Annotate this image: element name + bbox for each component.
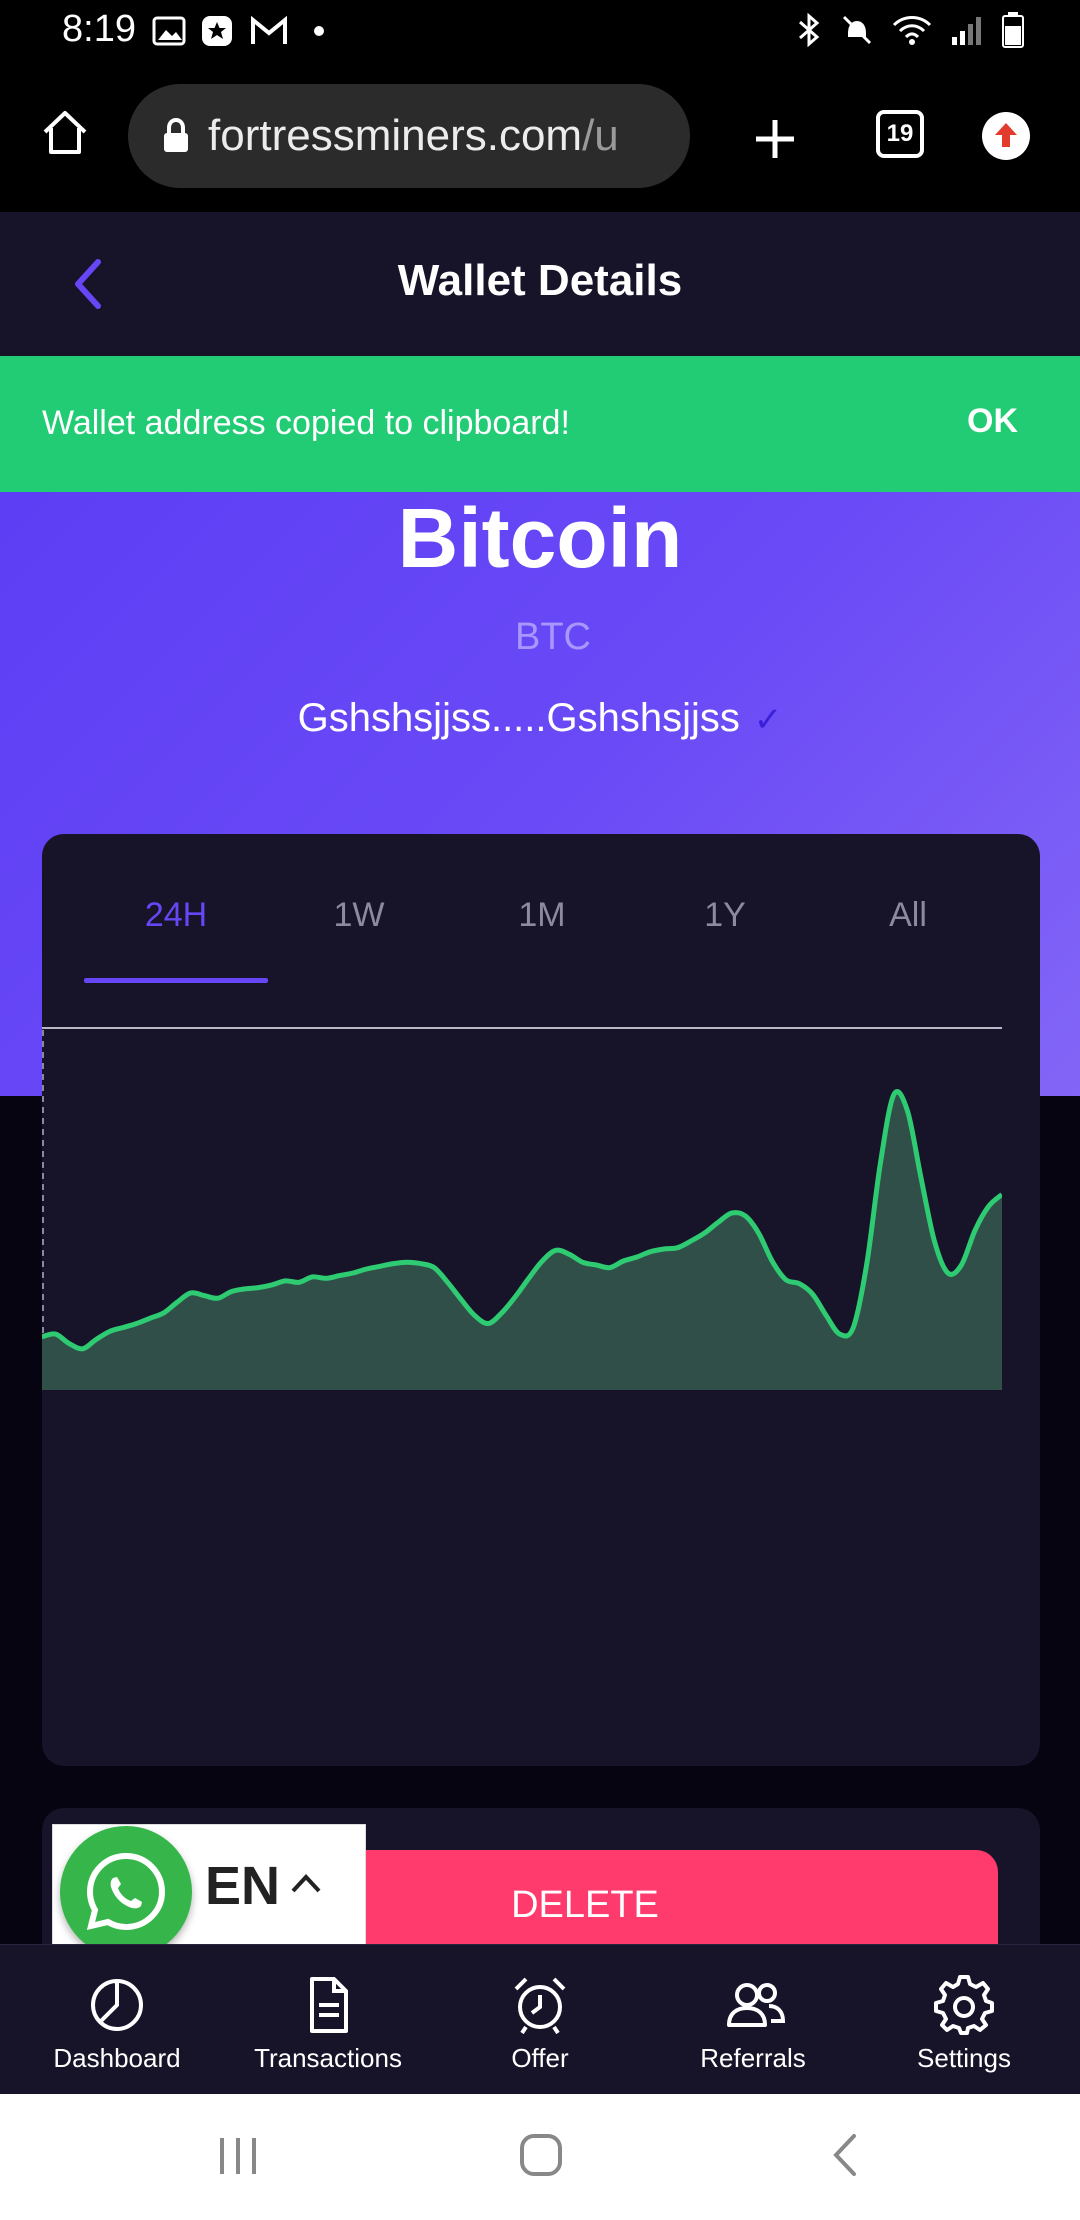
whatsapp-button[interactable] xyxy=(60,1826,192,1958)
pie-chart-icon xyxy=(91,1979,143,2031)
chevron-up-icon xyxy=(291,1874,321,1893)
page-title: Wallet Details xyxy=(397,256,683,305)
nav-settings[interactable]: Settings xyxy=(856,1945,1072,2095)
more-notifications-dot-icon xyxy=(313,14,325,48)
update-badge-button[interactable] xyxy=(982,112,1030,160)
gear-icon xyxy=(934,1975,994,2035)
price-chart[interactable] xyxy=(42,1030,1002,1430)
status-bar: 8:19 xyxy=(0,0,1080,70)
url-domain: fortressminers.com xyxy=(208,111,583,160)
nav-label: Offer xyxy=(511,2043,569,2073)
bluetooth-icon xyxy=(799,13,820,47)
toast-ok-button[interactable]: OK xyxy=(967,402,1018,440)
tab-1y[interactable]: 1Y xyxy=(704,896,746,934)
chart-card: 24H 1W 1M 1Y All xyxy=(42,834,1040,1766)
update-arrow-icon xyxy=(995,123,1017,147)
status-time: 8:19 xyxy=(62,8,136,50)
tab-count: 19 xyxy=(886,120,914,147)
battery-icon xyxy=(1002,12,1024,48)
alarm-clock-icon xyxy=(514,1977,566,2035)
gmail-notification-icon xyxy=(250,14,288,48)
home-icon[interactable] xyxy=(40,108,90,158)
address-bar[interactable]: fortressminers.com/u xyxy=(128,84,690,188)
copied-check-icon: ✓ xyxy=(753,701,783,739)
price-line xyxy=(42,1089,1002,1352)
tab-all[interactable]: All xyxy=(889,896,927,934)
nav-label: Referrals xyxy=(700,2043,806,2073)
wifi-icon xyxy=(892,16,932,45)
lock-icon xyxy=(164,118,188,152)
home-button-icon[interactable] xyxy=(518,2132,564,2178)
mute-icon xyxy=(842,15,872,45)
tab-switcher-button[interactable]: 19 xyxy=(876,110,924,158)
recent-apps-icon[interactable] xyxy=(216,2134,260,2178)
url-text: fortressminers.com/u xyxy=(208,111,619,161)
nav-referrals[interactable]: Referrals xyxy=(645,1945,861,2095)
nav-label: Transactions xyxy=(254,2043,402,2073)
tab-1m[interactable]: 1M xyxy=(518,896,566,934)
status-icons xyxy=(796,12,1024,48)
nav-transactions[interactable]: Transactions xyxy=(220,1945,436,2095)
coin-name: Bitcoin xyxy=(397,491,683,585)
new-tab-icon[interactable] xyxy=(752,116,798,162)
users-icon xyxy=(727,1983,786,2027)
system-back-icon[interactable] xyxy=(826,2132,866,2178)
nav-offer[interactable]: Offer xyxy=(432,1945,648,2095)
coin-symbol: BTC xyxy=(515,616,591,658)
language-code: EN xyxy=(205,1856,281,1916)
url-path: /u xyxy=(582,111,619,160)
copied-toast: Wallet address copied to clipboard! OK xyxy=(0,356,1080,492)
bottom-navigation: Dashboard Transactions Offer Referrals xyxy=(0,1944,1080,2095)
system-navigation-bar xyxy=(0,2094,1080,2220)
active-tab-indicator xyxy=(84,978,268,983)
back-icon[interactable] xyxy=(68,256,108,312)
document-icon xyxy=(310,1977,348,2033)
tab-1w[interactable]: 1W xyxy=(333,896,385,934)
tab-divider xyxy=(42,1027,1002,1029)
gallery-notification-icon xyxy=(152,14,186,48)
nav-label: Dashboard xyxy=(53,2043,181,2073)
whatsapp-icon xyxy=(86,1852,166,1931)
price-area xyxy=(42,1091,1002,1390)
wallet-address[interactable]: Gshshsjjss.....Gshshsjjss ✓ xyxy=(0,696,1080,741)
wallet-address-text: Gshshsjjss.....Gshshsjjss xyxy=(297,696,740,740)
browser-toolbar: fortressminers.com/u 19 xyxy=(0,70,1080,212)
app-notification-icon xyxy=(200,14,234,48)
signal-icon xyxy=(952,17,981,45)
nav-label: Settings xyxy=(917,2043,1011,2073)
tab-24h[interactable]: 24H xyxy=(144,896,208,934)
toast-message: Wallet address copied to clipboard! xyxy=(42,404,570,442)
nav-dashboard[interactable]: Dashboard xyxy=(9,1945,225,2095)
app-header: Wallet Details xyxy=(0,212,1080,356)
